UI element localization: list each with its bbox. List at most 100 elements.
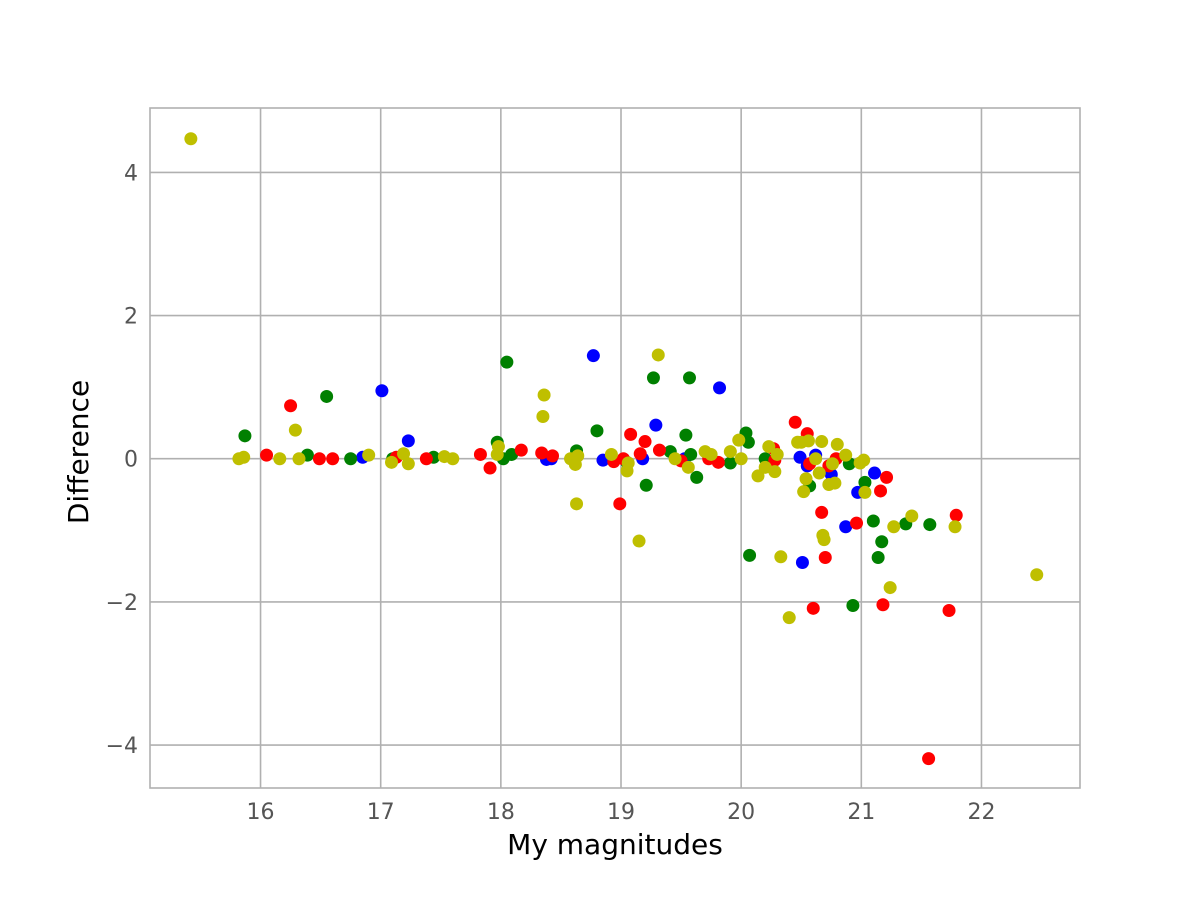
scatter-point [830, 437, 844, 451]
scatter-point [500, 355, 514, 369]
scatter-point [320, 389, 334, 403]
scatter-point [868, 466, 882, 480]
y-tick-label: −2 [106, 591, 138, 616]
scatter-point [713, 381, 727, 395]
scatter-point [397, 447, 411, 461]
x-axis-label: My magnitudes [507, 828, 723, 861]
scatter-point [326, 452, 340, 466]
grid-lines [150, 108, 1080, 788]
scatter-point [536, 410, 550, 424]
data-points [184, 132, 1044, 766]
scatter-point [260, 448, 274, 462]
scatter-point [312, 452, 326, 466]
scatter-point [788, 415, 802, 429]
x-tick-label: 17 [367, 800, 395, 825]
scatter-point [922, 752, 936, 766]
scatter-point [782, 611, 796, 625]
scatter-point [866, 514, 880, 528]
y-tick-label: −4 [106, 734, 138, 759]
scatter-point [815, 435, 829, 449]
x-tick-label: 21 [847, 800, 875, 825]
scatter-point [284, 399, 298, 413]
scatter-point [809, 452, 823, 466]
scatter-point [362, 448, 376, 462]
scatter-point [1030, 568, 1044, 582]
scatter-point [184, 132, 198, 146]
scatter-point [292, 452, 306, 466]
scatter-point [473, 447, 487, 461]
scatter-point [815, 505, 829, 519]
scatter-point [690, 470, 704, 484]
scatter-point [923, 518, 937, 532]
scatter-point [857, 453, 871, 467]
x-tick-label: 20 [727, 800, 755, 825]
scatter-point [774, 550, 788, 564]
scatter-point [681, 460, 695, 474]
scatter-point [401, 457, 415, 471]
scatter-point [762, 440, 776, 454]
scatter-point [751, 469, 765, 483]
x-axis-ticks: 16 17 18 19 20 21 22 [247, 800, 996, 825]
scatter-point [649, 418, 663, 432]
scatter-point [288, 423, 302, 437]
scatter-point [385, 455, 399, 469]
scatter-point [734, 452, 748, 466]
scatter-point [446, 452, 460, 466]
scatter-point [604, 447, 618, 461]
scatter-point [876, 598, 890, 612]
scatter-point [621, 456, 635, 470]
scatter-point [546, 449, 560, 463]
scatter-point [238, 429, 252, 443]
scatter-point [613, 497, 627, 511]
scatter-point [344, 452, 358, 466]
scatter-point [684, 447, 698, 461]
scatter-point [652, 443, 666, 457]
scatter-point [825, 457, 839, 471]
scatter-point [795, 556, 809, 570]
scatter-point [858, 475, 872, 489]
scatter-point [273, 452, 287, 466]
scatter-point [839, 448, 853, 462]
scatter-point [375, 384, 389, 398]
scatter-point [846, 598, 860, 612]
scatter-point [858, 485, 872, 499]
scatter-point [768, 465, 782, 479]
scatter-point [793, 450, 807, 464]
scatter-point [491, 440, 505, 454]
scatter-point [632, 534, 646, 548]
scatter-point [646, 371, 660, 385]
scatter-point [850, 516, 864, 530]
scatter-point [801, 434, 815, 448]
scatter-point [880, 470, 894, 484]
scatter-point [401, 434, 415, 448]
scatter-point [590, 424, 604, 438]
scatter-point [723, 445, 737, 459]
scatter-point [799, 472, 813, 486]
scatter-point [624, 427, 638, 441]
scatter-point [875, 535, 889, 549]
scatter-point [535, 446, 549, 460]
scatter-point [570, 497, 584, 511]
scatter-point [237, 450, 251, 464]
scatter-point [828, 476, 842, 490]
scatter-point [770, 447, 784, 461]
scatter-point [871, 551, 885, 565]
scatter-point [639, 478, 653, 492]
scatter-point [874, 484, 888, 498]
scatter-point [419, 452, 433, 466]
y-tick-label: 2 [124, 305, 138, 330]
scatter-point [806, 601, 820, 615]
y-axis-ticks: −4 −2 0 2 4 [106, 161, 138, 759]
scatter-point [883, 581, 897, 595]
plot-frame [149, 107, 1081, 789]
scatter-point [797, 485, 811, 499]
scatter-point [668, 452, 682, 466]
scatter-point [651, 348, 665, 362]
y-tick-label: 0 [124, 448, 138, 473]
x-tick-label: 18 [487, 800, 515, 825]
scatter-point [638, 435, 652, 449]
scatter-point [818, 551, 832, 565]
x-tick-label: 19 [607, 800, 635, 825]
